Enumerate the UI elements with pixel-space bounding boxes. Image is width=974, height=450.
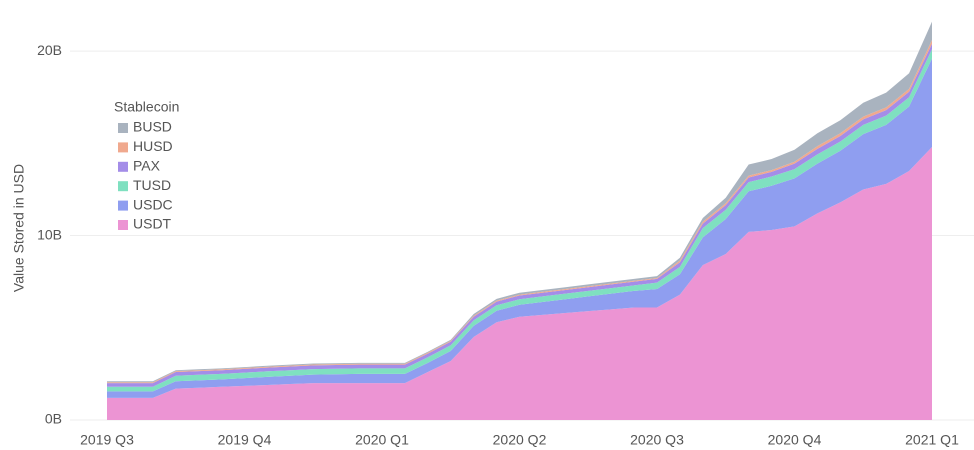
x-tick-label: 2019 Q4 — [218, 432, 272, 448]
x-tick-label: 2020 Q1 — [355, 432, 409, 448]
area — [107, 58, 932, 398]
x-tick-label: 2020 Q3 — [630, 432, 684, 448]
x-tick-label: 2020 Q2 — [493, 432, 547, 448]
legend-label: USDC — [133, 196, 173, 212]
legend-label: TUSD — [133, 177, 171, 193]
legend-swatch — [118, 200, 128, 211]
y-tick-label: 0B — [45, 411, 62, 427]
legend-swatch — [118, 142, 128, 153]
legend-swatch — [118, 123, 128, 133]
y-tick-label: 10B — [37, 226, 62, 242]
legend-label: HUSD — [133, 138, 173, 154]
y-axis-label: Value Stored in USD — [11, 164, 27, 292]
x-tick-label: 2020 Q4 — [768, 432, 822, 448]
area — [107, 147, 932, 420]
legend-title: Stablecoin — [114, 99, 179, 115]
legend-label: USDT — [133, 216, 172, 232]
x-tick-label: 2019 Q3 — [80, 432, 134, 448]
legend-swatch — [118, 220, 128, 230]
y-tick-label: 20B — [37, 42, 62, 58]
legend-swatch — [118, 181, 128, 192]
legend-label: PAX — [133, 158, 161, 174]
legend-swatch — [118, 161, 128, 172]
x-tick-label: 2021 Q1 — [905, 432, 959, 448]
legend-label: BUSD — [133, 119, 172, 135]
